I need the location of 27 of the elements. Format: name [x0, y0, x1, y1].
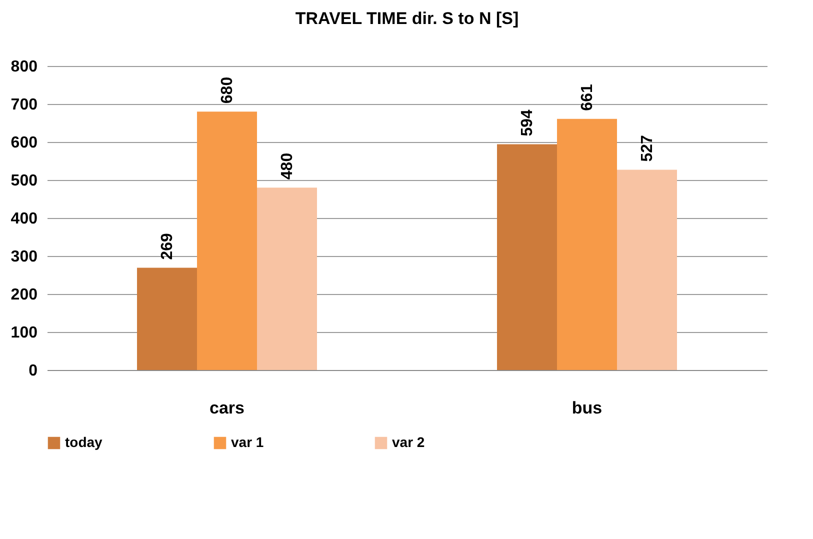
x-tick-label: bus — [572, 398, 602, 418]
bar — [617, 170, 677, 370]
chart-title: TRAVEL TIME dir. S to N [S] — [295, 9, 519, 28]
data-label: 594 — [519, 109, 536, 136]
data-label: 661 — [579, 84, 596, 111]
y-tick-label: 400 — [10, 210, 38, 228]
data-label: 527 — [639, 134, 656, 162]
bar — [257, 188, 317, 370]
y-tick-label: 700 — [10, 96, 38, 114]
data-label: 680 — [219, 76, 236, 104]
bar — [497, 144, 557, 370]
bar — [197, 112, 257, 370]
legend-label: var 1 — [231, 434, 264, 450]
y-tick-label: 200 — [10, 286, 38, 304]
legend-label: today — [65, 434, 103, 450]
y-tick-label: 800 — [10, 58, 38, 76]
bar — [137, 268, 197, 370]
y-tick-label: 500 — [10, 172, 38, 190]
y-tick-label: 100 — [10, 324, 38, 342]
legend-label: var 2 — [392, 434, 425, 450]
y-tick-label: 300 — [10, 248, 38, 266]
y-tick-label: 0 — [28, 362, 38, 380]
x-tick-label: cars — [210, 398, 244, 418]
bar — [557, 118, 617, 370]
data-label: 480 — [279, 152, 296, 180]
y-tick-label: 600 — [10, 134, 38, 152]
data-label: 269 — [159, 232, 176, 260]
